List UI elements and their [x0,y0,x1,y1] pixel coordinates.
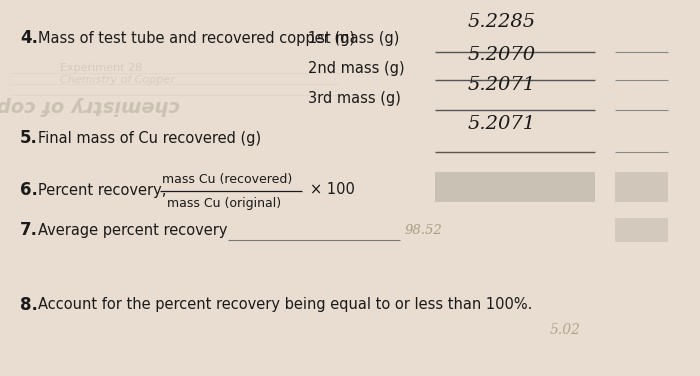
Text: 1st mass (g): 1st mass (g) [308,30,400,45]
Text: 4.: 4. [20,29,38,47]
Text: Percent recovery,: Percent recovery, [38,182,167,197]
Text: Mass of test tube and recovered copper (g): Mass of test tube and recovered copper (… [38,30,355,45]
Text: 6.: 6. [20,181,38,199]
Text: chemistry of copper: chemistry of copper [0,96,180,115]
Text: 5.2071: 5.2071 [468,76,536,94]
Text: Final mass of Cu recovered (g): Final mass of Cu recovered (g) [38,130,261,146]
Text: Account for the percent recovery being equal to or less than 100%.: Account for the percent recovery being e… [38,297,533,312]
Text: 3rd mass (g): 3rd mass (g) [308,91,401,106]
Text: mass Cu (original): mass Cu (original) [167,197,281,211]
Text: 5.2071: 5.2071 [468,115,536,133]
Text: × 100: × 100 [310,182,355,197]
Bar [615,172,668,202]
Text: Average percent recovery: Average percent recovery [38,223,228,238]
Text: 7.: 7. [20,221,38,239]
Text: Chemistry of Copper: Chemistry of Copper [60,75,175,85]
Text: 98.52: 98.52 [405,223,442,237]
Text: 2nd mass (g): 2nd mass (g) [308,61,405,76]
Text: 5.2285: 5.2285 [468,13,536,31]
Bar [615,218,668,242]
Text: mass Cu (recovered): mass Cu (recovered) [162,173,293,185]
Text: 5.: 5. [20,129,38,147]
Text: 5.02: 5.02 [550,323,581,337]
Text: Experiment 28: Experiment 28 [60,63,142,73]
Bar [435,172,595,202]
Text: 5.2070: 5.2070 [468,46,536,64]
Text: 8.: 8. [20,296,38,314]
